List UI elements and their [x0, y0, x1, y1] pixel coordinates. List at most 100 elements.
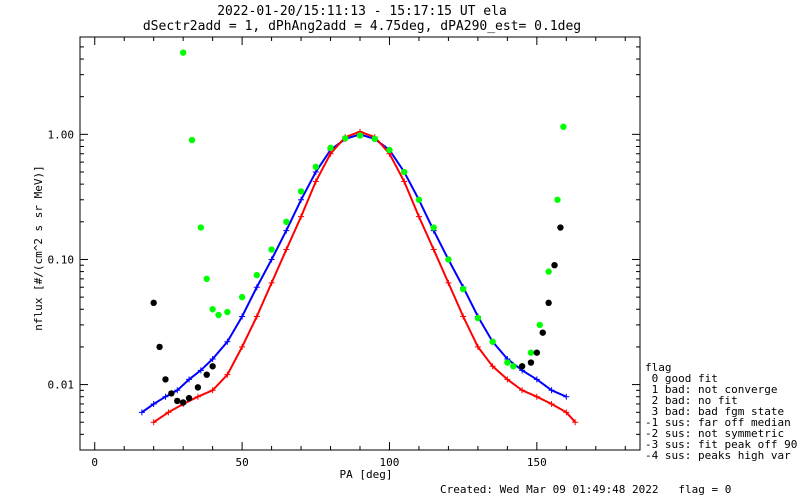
data-point-black	[545, 299, 552, 307]
data-point-blue	[548, 387, 555, 394]
data-point-black	[533, 349, 541, 356]
data-point-blue	[533, 376, 540, 383]
legend-entry: -1 sus: far off median	[645, 416, 791, 429]
data-point-blue	[209, 356, 216, 363]
data-point-blue	[138, 409, 145, 416]
legend-entry: -4 sus: peaks high var	[645, 449, 791, 462]
data-point-blue	[239, 313, 246, 320]
data-point-red	[460, 313, 467, 320]
data-point-red	[563, 409, 570, 416]
data-point-green	[545, 268, 552, 275]
data-point-red	[209, 387, 216, 394]
data-point-red	[504, 376, 511, 383]
data-point-green	[327, 144, 334, 152]
data-point-green	[527, 349, 535, 356]
y-tick-label: 0.01	[48, 379, 75, 392]
legend-entry: 0 good fit	[645, 372, 718, 385]
data-point-blue	[162, 393, 169, 400]
data-point-green	[445, 256, 452, 263]
y-tick-label: 1.00	[48, 128, 75, 141]
data-point-red	[548, 400, 555, 407]
y-axis-label: nflux [#/(cm^2 s sr MeV)]	[32, 165, 45, 331]
data-point-green	[459, 285, 467, 293]
data-point-green	[312, 163, 319, 171]
data-point-green	[371, 135, 378, 143]
data-point-green	[253, 271, 261, 279]
data-point-blue	[283, 227, 290, 234]
data-point-green	[215, 311, 222, 319]
data-point-green	[197, 224, 205, 231]
data-point-red	[268, 279, 275, 286]
data-point-red	[519, 387, 526, 394]
data-point-red	[239, 343, 246, 350]
data-point-green	[415, 196, 423, 203]
data-point-green	[554, 196, 561, 203]
data-point-blue	[298, 196, 305, 203]
y-tick-label: 0.10	[48, 253, 75, 266]
x-tick-label: 0	[91, 456, 98, 469]
series-layer	[138, 49, 579, 426]
data-point-red	[150, 419, 157, 426]
data-point-green	[179, 49, 187, 56]
data-point-red	[194, 393, 201, 400]
x-tick-label: 50	[235, 456, 248, 469]
data-point-green	[297, 188, 305, 195]
data-point-red	[253, 313, 260, 320]
data-point-black	[209, 363, 216, 370]
data-point-blue	[197, 367, 204, 374]
data-point-blue	[268, 256, 275, 263]
data-point-red	[489, 363, 496, 370]
data-point-black	[168, 390, 175, 397]
data-point-black	[150, 299, 157, 307]
legend-entry: 1 bad: not converge	[645, 383, 777, 396]
data-point-green	[560, 123, 567, 130]
data-point-red	[533, 393, 540, 400]
data-point-blue	[174, 387, 181, 394]
data-point-green	[268, 246, 275, 253]
data-point-red	[445, 279, 452, 286]
data-point-blue	[150, 400, 157, 407]
data-point-green	[386, 146, 393, 154]
series-black	[518, 224, 564, 370]
legend-entry: 3 bad: bad fgm state	[645, 405, 784, 418]
data-point-green	[238, 293, 246, 301]
data-point-black	[518, 363, 526, 370]
axes-layer: 0 50 100 150 0.01 0.10 1.00	[48, 36, 640, 469]
data-point-red	[327, 150, 334, 157]
legend-entry: -2 sus: not symmetric	[645, 427, 784, 440]
data-point-black	[527, 359, 535, 366]
data-point-green	[504, 359, 511, 366]
legend-entry: 2 bad: no fit	[645, 394, 738, 407]
legend-entry: -3 sus: fit peak off 90	[645, 438, 797, 451]
data-point-black	[174, 397, 181, 405]
x-tick-label: 100	[380, 456, 400, 469]
legend: flag 0 good fit 1 bad: not converge 2 ba…	[645, 361, 797, 462]
data-point-black	[203, 371, 210, 378]
data-point-black	[185, 394, 193, 402]
series-green	[179, 49, 567, 370]
data-point-red	[572, 419, 579, 426]
data-point-red	[474, 343, 481, 350]
series-red	[150, 128, 579, 426]
series-black	[150, 299, 216, 406]
series-line-red	[153, 130, 576, 424]
data-point-green	[474, 314, 482, 322]
data-point-green	[356, 132, 364, 139]
legend-title: flag	[645, 361, 672, 374]
data-point-black	[156, 343, 163, 351]
data-point-green	[430, 224, 437, 231]
data-point-red	[430, 246, 437, 253]
data-point-red	[298, 213, 305, 220]
data-point-black	[194, 384, 202, 391]
data-point-blue	[253, 284, 260, 291]
data-point-green	[489, 338, 496, 345]
data-point-red	[312, 178, 319, 185]
chart-title-line2: dSectr2add = 1, dPhAng2add = 4.75deg, dP…	[143, 19, 581, 34]
data-point-green	[401, 168, 408, 176]
x-axis-label: PA [deg]	[340, 468, 393, 481]
data-point-green	[536, 321, 543, 329]
data-point-black	[539, 329, 546, 336]
data-point-green	[209, 306, 216, 313]
